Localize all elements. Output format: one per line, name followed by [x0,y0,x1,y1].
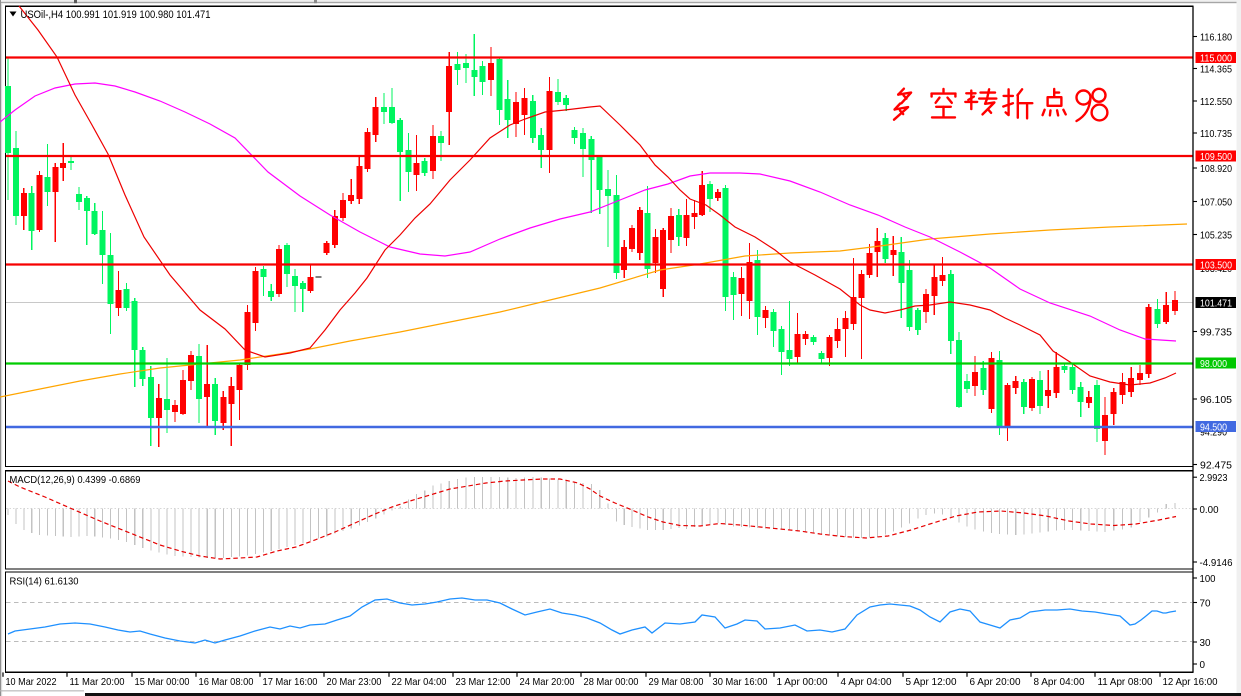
svg-text:98.000: 98.000 [1200,358,1227,370]
svg-text:-4.9146: -4.9146 [1200,557,1233,569]
svg-text:100: 100 [1200,573,1216,585]
svg-text:1 Apr 00:00: 1 Apr 00:00 [777,676,828,688]
svg-text:29 Mar 08:00: 29 Mar 08:00 [649,676,704,688]
svg-text:USOil-,H4 100.991 101.919 100: USOil-,H4 100.991 101.919 100.980 101.47… [21,9,211,21]
svg-text:11 Apr 08:00: 11 Apr 08:00 [1098,676,1153,688]
svg-text:115.000: 115.000 [1200,52,1232,64]
svg-text:MACD(12,26,9) 0.4399 -0.6869: MACD(12,26,9) 0.4399 -0.6869 [10,474,141,486]
svg-text:114.365: 114.365 [1200,63,1232,75]
svg-text:4 Apr 04:00: 4 Apr 04:00 [841,676,892,688]
svg-text:6 Apr 20:00: 6 Apr 20:00 [970,676,1021,688]
svg-text:94.500: 94.500 [1200,421,1227,433]
svg-text:17 Mar 16:00: 17 Mar 16:00 [263,676,318,688]
svg-text:105.235: 105.235 [1200,229,1232,241]
svg-text:RSI(14) 61.6130: RSI(14) 61.6130 [10,576,79,588]
svg-text:0: 0 [1200,659,1206,671]
svg-text:92.475: 92.475 [1200,459,1232,471]
svg-text:11 Mar 20:00: 11 Mar 20:00 [70,676,125,688]
svg-text:5 Apr 12:00: 5 Apr 12:00 [906,676,957,688]
svg-text:16 Mar 08:00: 16 Mar 08:00 [199,676,254,688]
svg-text:116.180: 116.180 [1200,31,1232,43]
svg-text:96.105: 96.105 [1200,394,1232,406]
svg-text:28 Mar 00:00: 28 Mar 00:00 [584,676,639,688]
svg-text:30 Mar 16:00: 30 Mar 16:00 [713,676,768,688]
svg-text:103.500: 103.500 [1200,259,1232,271]
svg-text:30: 30 [1200,637,1211,649]
svg-text:108.920: 108.920 [1200,163,1232,175]
svg-text:15 Mar 00:00: 15 Mar 00:00 [135,676,190,688]
svg-text:2.9923: 2.9923 [1200,472,1228,484]
svg-text:109.500: 109.500 [1200,151,1232,163]
svg-text:20 Mar 23:00: 20 Mar 23:00 [327,676,382,688]
svg-text:99.735: 99.735 [1200,326,1232,338]
svg-text:23 Mar 12:00: 23 Mar 12:00 [456,676,511,688]
svg-text:24 Mar 20:00: 24 Mar 20:00 [520,676,575,688]
svg-text:107.050: 107.050 [1200,196,1232,208]
svg-text:110.735: 110.735 [1200,128,1232,140]
svg-text:0.00: 0.00 [1200,504,1219,516]
svg-text:112.550: 112.550 [1200,96,1232,108]
svg-text:10 Mar 2022: 10 Mar 2022 [6,676,57,688]
svg-text:101.471: 101.471 [1200,297,1232,309]
svg-text:12 Apr 16:00: 12 Apr 16:00 [1163,676,1218,688]
svg-text:8 Apr 04:00: 8 Apr 04:00 [1034,676,1085,688]
svg-text:70: 70 [1200,597,1211,609]
svg-text:22 Mar 04:00: 22 Mar 04:00 [392,676,447,688]
